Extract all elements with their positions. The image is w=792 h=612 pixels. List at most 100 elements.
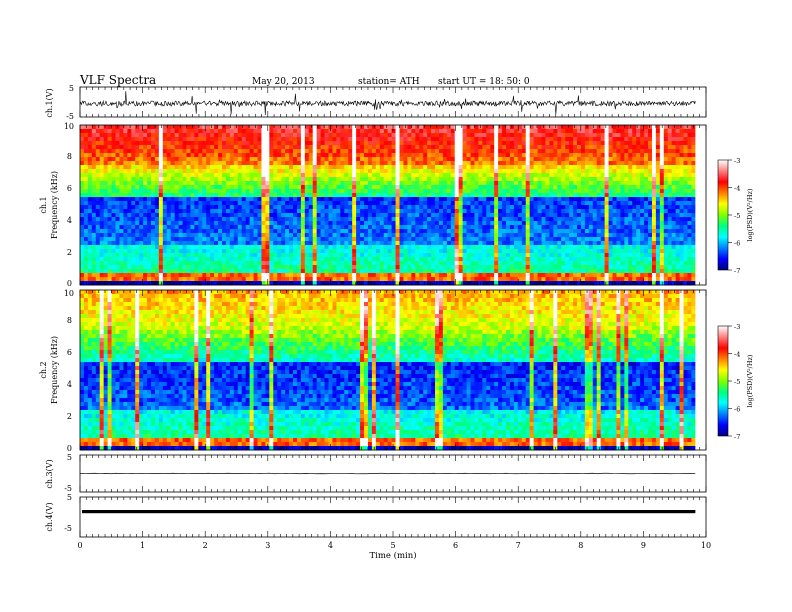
spectrogram-cell — [99, 177, 105, 182]
spectrogram-cell — [482, 141, 487, 146]
spectrogram-cell — [95, 157, 101, 162]
spectrogram-cell — [210, 165, 215, 170]
spectrogram-cell — [371, 221, 377, 226]
spectrogram-cell — [442, 269, 448, 274]
spectrogram-cell — [83, 157, 89, 162]
spectrogram-cell — [506, 217, 511, 222]
spectrogram-cell — [348, 205, 353, 210]
spectrogram-cell — [509, 273, 515, 278]
spectrogram-cell — [170, 145, 176, 150]
spectrogram-cell — [174, 153, 180, 158]
spectrogram-cell — [395, 233, 400, 238]
spectrogram-cell — [379, 277, 385, 282]
spectrogram-cell — [241, 257, 247, 262]
spectrogram-cell — [143, 205, 148, 210]
spectrogram-cell — [194, 165, 199, 170]
spectrogram-cell — [131, 257, 136, 262]
spectrogram-cell — [513, 133, 519, 138]
spectrogram-cell — [202, 209, 207, 214]
spectrogram-cell — [182, 149, 187, 154]
spectrogram-cell — [139, 241, 144, 246]
spectrogram-cell — [285, 201, 290, 206]
spectrogram-cell — [115, 153, 120, 158]
spectrogram-cell — [174, 253, 180, 258]
spectrogram-cell — [269, 197, 274, 202]
spectrogram-cell — [383, 165, 389, 170]
spectrogram-cell — [462, 273, 467, 278]
spectrogram-cell — [281, 129, 286, 134]
spectrogram-cell — [233, 245, 239, 250]
spectrogram-cell — [186, 217, 191, 222]
spectrogram-cell — [324, 245, 329, 250]
spectrogram-cell — [458, 209, 464, 214]
spectrogram-cell — [549, 237, 554, 242]
spectrogram-cell — [486, 165, 491, 170]
spectrogram-cell — [91, 225, 97, 230]
spectrogram-cell — [446, 161, 452, 166]
spectrogram-cell — [285, 241, 290, 246]
spectrogram-cell — [170, 205, 176, 210]
spectrogram-cell — [87, 233, 93, 238]
spectrogram-cell — [269, 133, 274, 138]
spectrogram-cell — [411, 277, 416, 282]
spectrogram-cell — [304, 209, 310, 214]
spectrogram-cell — [450, 209, 456, 214]
spectrogram-cell — [356, 269, 361, 274]
spectrogram-cell — [565, 217, 570, 222]
spectrogram-cell — [154, 177, 160, 182]
spectrogram-cell — [178, 281, 183, 286]
spectrogram-cell — [411, 225, 416, 230]
spectrogram-cell — [498, 193, 503, 198]
spectrogram-cell — [320, 125, 325, 130]
spectrogram-cell — [308, 213, 314, 218]
spectrogram-cell — [490, 177, 495, 182]
spectrogram-cell — [565, 253, 570, 258]
spectrogram-cell — [194, 193, 199, 198]
spectrogram-cell — [143, 237, 148, 242]
spectrogram-cell — [147, 209, 152, 214]
spectrogram-cell — [569, 189, 574, 194]
spectrogram-cell — [308, 137, 314, 142]
spectrogram-cell — [454, 245, 460, 250]
spectrogram-cell — [529, 185, 535, 190]
spectrogram-cell — [379, 153, 385, 158]
spectrogram-cell — [502, 237, 507, 242]
spectrogram-cell — [131, 141, 136, 146]
spectrogram-cell — [83, 149, 89, 154]
spectrogram-cell — [229, 249, 235, 254]
spectrogram-cell — [529, 173, 535, 178]
ch1-ylabel: ch.1(V) — [45, 88, 54, 117]
spectrogram-cell — [375, 213, 381, 218]
spectrogram-cell — [182, 249, 187, 254]
spectrogram-cell — [478, 265, 483, 270]
spectrogram-cell — [435, 173, 440, 178]
spectrogram-cell — [154, 145, 160, 150]
spectrogram-cell — [458, 241, 464, 246]
spectrogram-cell — [151, 193, 156, 198]
spectrogram-cell — [502, 241, 507, 246]
spectrogram-cell — [139, 173, 144, 178]
spectrogram-cell — [87, 165, 93, 170]
spectrogram-cell — [99, 197, 105, 202]
spectrogram-cell — [293, 157, 298, 162]
spectrogram-cell — [214, 193, 219, 198]
spectrogram-cell — [466, 149, 471, 154]
spectrogram-cell — [214, 253, 219, 258]
spectrogram-cell — [454, 149, 460, 154]
spectrogram-cell — [190, 265, 195, 270]
spectrogram-cell — [289, 221, 294, 226]
spectrogram-cell — [127, 273, 132, 278]
spectrogram-cell — [233, 221, 239, 226]
spectrogram-cell — [490, 145, 495, 150]
spectrogram-cell — [324, 225, 329, 230]
spectrogram-cell — [419, 225, 424, 230]
spectrogram-cell — [245, 137, 251, 142]
spectrogram-cell — [435, 257, 440, 262]
spectrogram-cell — [139, 209, 144, 214]
spectrogram-cell — [466, 237, 471, 242]
spectrogram-cell — [383, 261, 389, 266]
spectrogram-cell — [336, 125, 341, 130]
spectrogram-cell — [139, 165, 144, 170]
spectrogram-cell — [245, 125, 251, 130]
spectrogram-cell — [442, 241, 448, 246]
